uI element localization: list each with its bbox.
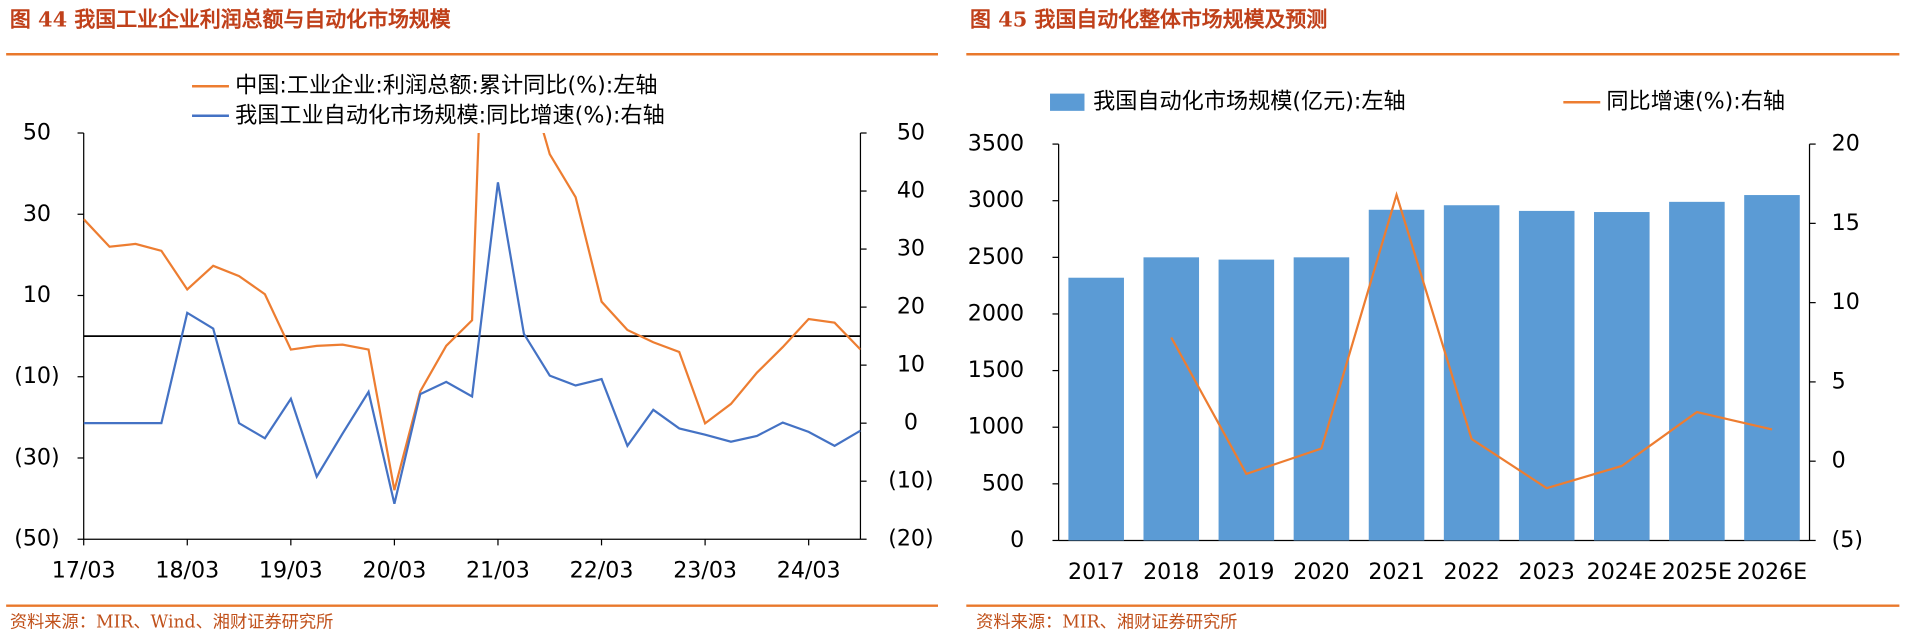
y-tick-label: 50 (23, 120, 51, 146)
x-tick-label: 2024E (1587, 559, 1657, 585)
y2-tick-label: 5 (1832, 368, 1846, 394)
y2-tick-label: 0 (1832, 448, 1846, 474)
x-tick-label: 21/03 (466, 558, 530, 584)
y-tick-label: (30) (14, 444, 59, 470)
legend-label: 中国:工业企业:利润总额:累计同比(%):左轴 (235, 73, 657, 99)
y-tick-label: 10 (23, 282, 51, 308)
bar (1518, 210, 1575, 541)
y2-tick-label: 40 (897, 178, 925, 204)
y-tick-label: 30 (23, 201, 51, 227)
bar (1293, 257, 1350, 541)
x-tick-label: 2020 (1293, 559, 1349, 585)
chart-title: 图 44 我国工业企业利润总额与自动化市场规模 (10, 6, 451, 31)
bar (1669, 201, 1725, 541)
source: 资料来源：MIR、Wind、湘财证券研究所 (10, 612, 333, 632)
y-tick-label: 500 (982, 470, 1024, 496)
x-tick-label: 18/03 (155, 558, 219, 584)
x-tick-label: 2023 (1519, 559, 1575, 585)
legend-swatch (1050, 93, 1085, 111)
y2-tick-label: 50 (897, 120, 925, 146)
y2-tick-label: (20) (888, 526, 933, 552)
y-tick-label: 0 (1010, 527, 1024, 553)
y2-tick-label: 15 (1832, 210, 1860, 236)
y-tick-label: (50) (14, 526, 59, 552)
x-tick-label: 2022 (1443, 559, 1499, 585)
x-tick-label: 23/03 (673, 558, 737, 584)
x-tick-label: 19/03 (259, 558, 323, 584)
series-line (1170, 190, 1773, 490)
x-tick-label: 22/03 (570, 558, 634, 584)
x-tick-label: 20/03 (362, 558, 426, 584)
x-tick-label: 2019 (1218, 559, 1274, 585)
bar (1143, 257, 1200, 541)
y2-tick-label: (10) (888, 468, 933, 494)
y2-tick-label: 10 (1832, 289, 1860, 315)
x-tick-label: 17/03 (52, 558, 116, 584)
y-tick-label: 2000 (968, 300, 1024, 326)
y-tick-label: 1500 (968, 357, 1024, 383)
y2-tick-label: 0 (904, 410, 918, 436)
x-tick-label: 24/03 (777, 558, 841, 584)
bar (1218, 259, 1275, 541)
y-tick-label: (10) (14, 363, 59, 389)
x-tick-label: 2018 (1143, 559, 1199, 585)
source: 资料来源：MIR、湘财证券研究所 (976, 612, 1237, 632)
legend-label: 我国工业自动化市场规模:同比增速(%):右轴 (235, 102, 665, 128)
bar (1368, 209, 1425, 541)
chart-title: 图 45 我国自动化整体市场规模及预测 (970, 6, 1327, 31)
y2-tick-label: 20 (1832, 131, 1860, 157)
y2-tick-label: (5) (1832, 527, 1863, 553)
y-tick-label: 3000 (968, 187, 1024, 213)
y2-tick-label: 30 (897, 236, 925, 262)
series-line (83, 133, 861, 491)
x-tick-label: 2026E (1737, 559, 1807, 585)
y2-tick-label: 20 (897, 294, 925, 320)
y-tick-label: 1000 (968, 414, 1024, 440)
bar (1594, 212, 1650, 541)
series-line (83, 182, 861, 505)
x-tick-label: 2017 (1068, 559, 1124, 585)
y-tick-label: 3500 (968, 131, 1024, 157)
bar (1443, 205, 1500, 541)
y-tick-label: 2500 (968, 244, 1024, 270)
x-tick-label: 2021 (1368, 559, 1424, 585)
legend-label: 同比增速(%):右轴 (1606, 89, 1785, 115)
legend-label: 我国自动化市场规模(亿元):左轴 (1093, 89, 1406, 115)
bar (1744, 195, 1800, 541)
y2-tick-label: 10 (897, 352, 925, 378)
x-tick-label: 2025E (1662, 559, 1732, 585)
bar (1068, 277, 1124, 541)
